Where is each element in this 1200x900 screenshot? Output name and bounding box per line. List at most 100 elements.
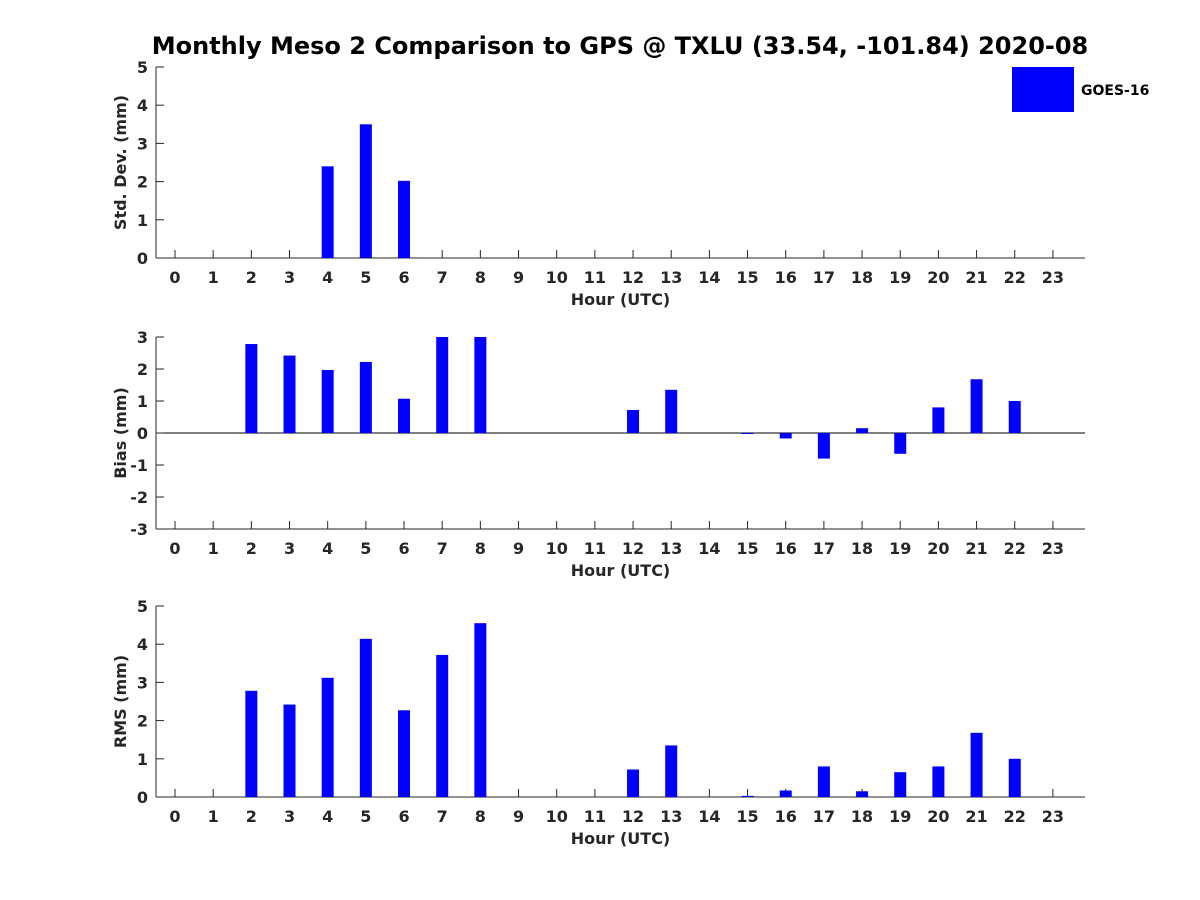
y-tick-label: 2 bbox=[137, 173, 148, 192]
x-tick-label: 13 bbox=[660, 268, 682, 287]
bar-hour-18 bbox=[856, 428, 869, 433]
y-axis-label: RMS (mm) bbox=[111, 655, 130, 748]
y-tick-label: 5 bbox=[137, 58, 148, 77]
y-tick-label: 3 bbox=[137, 328, 148, 347]
x-tick-label: 8 bbox=[475, 807, 486, 826]
x-tick-label: 9 bbox=[513, 807, 524, 826]
y-tick-label: -2 bbox=[130, 488, 148, 507]
x-tick-label: 3 bbox=[284, 268, 295, 287]
x-tick-label: 15 bbox=[736, 268, 758, 287]
legend-label-goes16: GOES-16 bbox=[1081, 83, 1149, 99]
bar-hour-19 bbox=[894, 433, 907, 454]
x-tick-label: 23 bbox=[1042, 268, 1064, 287]
x-tick-label: 3 bbox=[284, 539, 295, 558]
bar-hour-5 bbox=[359, 361, 372, 433]
legend-swatch-goes16 bbox=[1012, 67, 1074, 112]
x-tick-label: 7 bbox=[437, 539, 448, 558]
y-tick-label: 0 bbox=[137, 788, 148, 807]
bar-hour-22 bbox=[1008, 758, 1021, 797]
y-tick-label: 2 bbox=[137, 360, 148, 379]
x-tick-label: 17 bbox=[813, 268, 835, 287]
x-tick-label: 18 bbox=[851, 807, 873, 826]
y-tick-label: 0 bbox=[137, 424, 148, 443]
x-tick-label: 2 bbox=[246, 268, 257, 287]
x-tick-label: 5 bbox=[360, 807, 371, 826]
x-tick-label: 15 bbox=[736, 539, 758, 558]
x-tick-label: 0 bbox=[169, 807, 180, 826]
bar-hour-4 bbox=[321, 369, 334, 433]
bar-hour-13 bbox=[665, 745, 678, 797]
y-tick-label: 1 bbox=[137, 392, 148, 411]
bar-hour-22 bbox=[1008, 401, 1021, 433]
x-tick-label: 22 bbox=[1004, 268, 1026, 287]
bar-hour-2 bbox=[245, 344, 258, 433]
legend: GOES-16 bbox=[1012, 67, 1149, 112]
x-tick-label: 21 bbox=[965, 268, 987, 287]
y-tick-label: 4 bbox=[137, 635, 148, 654]
x-tick-label: 3 bbox=[284, 807, 295, 826]
bar-hour-8 bbox=[474, 623, 487, 797]
bar-hour-3 bbox=[283, 704, 296, 797]
x-tick-label: 18 bbox=[851, 268, 873, 287]
y-tick-label: 2 bbox=[137, 712, 148, 731]
y-tick-label: 3 bbox=[137, 673, 148, 692]
y-tick-label: -1 bbox=[130, 456, 148, 475]
y-tick-label: 3 bbox=[137, 134, 148, 153]
bar-hour-7 bbox=[436, 337, 449, 433]
x-tick-label: 0 bbox=[169, 539, 180, 558]
bar-hour-12 bbox=[627, 769, 640, 797]
x-tick-label: 19 bbox=[889, 807, 911, 826]
x-tick-label: 8 bbox=[475, 268, 486, 287]
bar-hour-8 bbox=[474, 337, 487, 433]
y-axis-label: Std. Dev. (mm) bbox=[111, 95, 130, 230]
bar-hour-3 bbox=[283, 355, 296, 433]
x-axis-label: Hour (UTC) bbox=[571, 290, 671, 309]
x-tick-label: 14 bbox=[698, 539, 720, 558]
x-tick-label: 11 bbox=[584, 539, 606, 558]
x-tick-label: 20 bbox=[927, 539, 949, 558]
bar-hour-2 bbox=[245, 690, 258, 797]
x-tick-label: 12 bbox=[622, 268, 644, 287]
x-tick-label: 5 bbox=[360, 539, 371, 558]
bar-hour-19 bbox=[894, 772, 907, 797]
x-tick-label: 17 bbox=[813, 539, 835, 558]
bar-hour-16 bbox=[779, 790, 792, 797]
x-tick-label: 19 bbox=[889, 268, 911, 287]
x-tick-label: 2 bbox=[246, 807, 257, 826]
chart-title: Monthly Meso 2 Comparison to GPS @ TXLU … bbox=[152, 32, 1089, 60]
bar-hour-17 bbox=[817, 433, 830, 459]
x-tick-label: 22 bbox=[1004, 807, 1026, 826]
bar-hour-17 bbox=[817, 766, 830, 797]
x-tick-label: 17 bbox=[813, 807, 835, 826]
x-tick-label: 20 bbox=[927, 807, 949, 826]
x-tick-label: 20 bbox=[927, 268, 949, 287]
x-tick-label: 10 bbox=[546, 268, 568, 287]
x-tick-label: 6 bbox=[398, 539, 409, 558]
x-tick-label: 11 bbox=[584, 268, 606, 287]
x-tick-label: 4 bbox=[322, 807, 333, 826]
x-tick-label: 8 bbox=[475, 539, 486, 558]
y-tick-label: 4 bbox=[137, 96, 148, 115]
x-tick-label: 5 bbox=[360, 268, 371, 287]
x-tick-label: 14 bbox=[698, 268, 720, 287]
bar-hour-21 bbox=[970, 379, 983, 433]
x-tick-label: 6 bbox=[398, 807, 409, 826]
x-tick-label: 12 bbox=[622, 807, 644, 826]
x-tick-label: 21 bbox=[965, 539, 987, 558]
y-tick-label: 1 bbox=[137, 211, 148, 230]
x-tick-label: 12 bbox=[622, 539, 644, 558]
x-axis-label: Hour (UTC) bbox=[571, 561, 671, 580]
x-tick-label: 10 bbox=[546, 807, 568, 826]
x-tick-label: 7 bbox=[437, 807, 448, 826]
bar-hour-21 bbox=[970, 732, 983, 797]
bar-hour-7 bbox=[436, 654, 449, 797]
x-tick-label: 11 bbox=[584, 807, 606, 826]
x-axis-label: Hour (UTC) bbox=[571, 829, 671, 848]
bar-hour-5 bbox=[359, 124, 372, 258]
y-tick-label: 5 bbox=[137, 597, 148, 616]
x-tick-label: 2 bbox=[246, 539, 257, 558]
